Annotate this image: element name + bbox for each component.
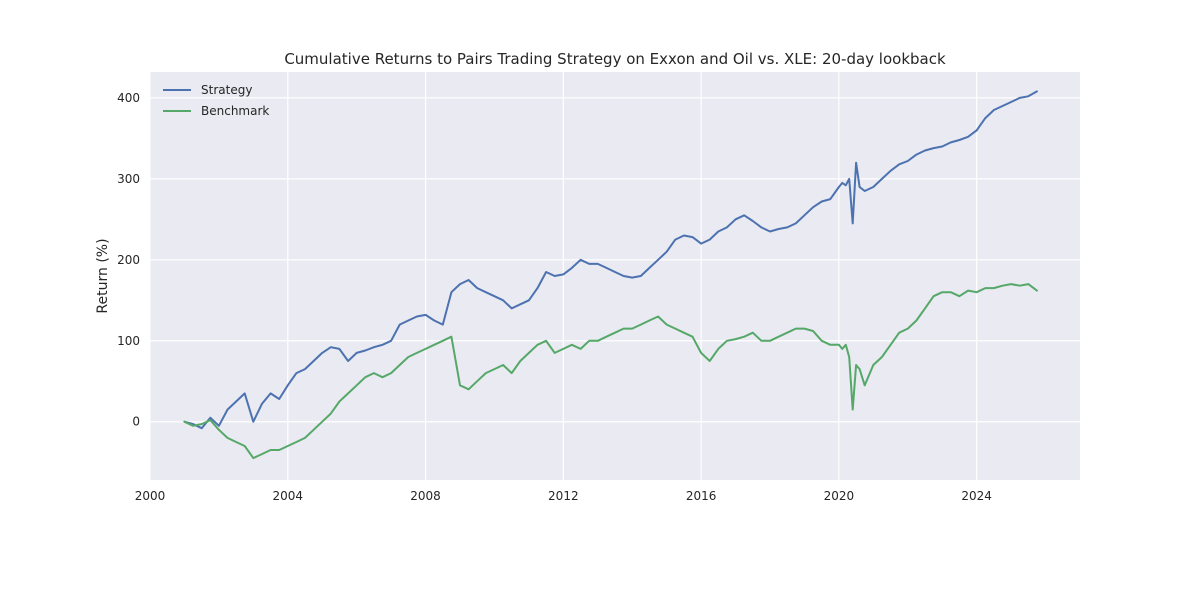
y-tick-label: 400 bbox=[117, 91, 140, 105]
legend-label-strategy: Strategy bbox=[201, 83, 252, 97]
chart-title: Cumulative Returns to Pairs Trading Stra… bbox=[284, 50, 946, 68]
y-tick-label: 300 bbox=[117, 172, 140, 186]
y-tick-label: 0 bbox=[132, 415, 140, 429]
x-tick-label: 2024 bbox=[961, 489, 992, 503]
y-tick-label: 200 bbox=[117, 253, 140, 267]
x-tick-label: 2020 bbox=[824, 489, 855, 503]
plot-area bbox=[150, 72, 1080, 480]
x-axis-ticks: 2000 2004 2008 2012 2016 2020 2024 bbox=[135, 489, 992, 503]
x-tick-label: 2016 bbox=[686, 489, 717, 503]
legend-label-benchmark: Benchmark bbox=[201, 104, 269, 118]
y-axis-label: Return (%) bbox=[95, 238, 111, 313]
series-lines bbox=[183, 90, 1038, 460]
x-tick-label: 2012 bbox=[548, 489, 579, 503]
x-tick-label: 2004 bbox=[273, 489, 304, 503]
x-tick-label: 2000 bbox=[135, 489, 166, 503]
y-tick-label: 100 bbox=[117, 334, 140, 348]
legend: Strategy Benchmark bbox=[163, 83, 269, 118]
series-line-strategy bbox=[183, 90, 1038, 430]
series-line-benchmark bbox=[183, 283, 1038, 460]
x-tick-label: 2008 bbox=[410, 489, 441, 503]
gridlines bbox=[149, 72, 1080, 480]
y-axis-ticks: 0 100 200 300 400 bbox=[117, 91, 140, 429]
